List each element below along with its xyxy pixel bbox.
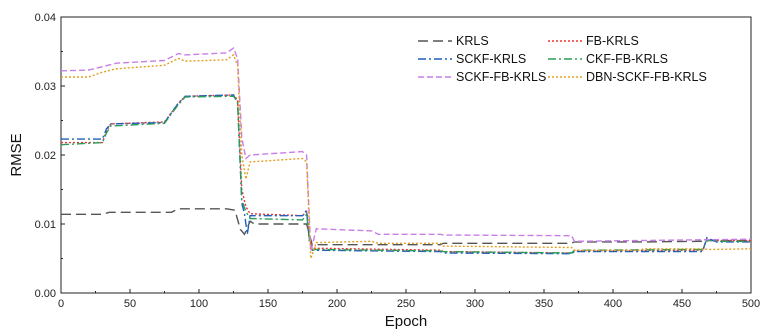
legend-label: CKF-FB-KRLS [586,52,668,66]
series-line-dbn-sckf-fb-krls [61,53,752,259]
series-line-fb-krls [61,94,751,254]
ticks-layer: 0 50 100 150 200 250 300 350 400 450 500 0.00 0.01 0.… [35,12,761,310]
legend-label: SCKF-FB-KRLS [456,70,546,84]
y-axis-title: RMSE [8,133,25,176]
x-tick-label: 0 [58,298,64,310]
series-layer [60,47,752,259]
x-axis-title: Epoch [385,313,428,330]
legend-label: FB-KRLS [586,34,639,48]
legend-label: SCKF-KRLS [456,52,526,66]
y-tick-label: 0.04 [35,12,56,24]
x-tick-label: 150 [259,298,277,310]
legend-label: DBN-SCKF-FB-KRLS [586,70,707,84]
x-tick-label: 100 [190,298,208,310]
x-tick-label: 300 [466,298,484,310]
y-tick-label: 0.03 [35,81,56,93]
series-line-sckf-fb-krls [60,47,752,252]
x-tick-label: 250 [397,298,415,310]
y-tick-label: 0.02 [35,150,56,162]
series-line-ckf-fb-krls [60,95,751,254]
x-tick-label: 350 [535,298,553,310]
x-tick-label: 50 [124,298,136,310]
x-tick-label: 450 [673,298,691,310]
legend-label: KRLS [456,34,489,48]
x-tick-label: 200 [328,298,346,310]
x-tick-label: 500 [742,298,760,310]
x-tick-label: 400 [604,298,622,310]
series-line-sckf-krls [61,94,751,255]
y-tick-label: 0.00 [35,288,56,300]
series-line-krls [61,208,751,246]
legend: KRLS FB-KRLS SCKF-KRLS CKF-FB-KRLS SCKF-FB-K… [418,34,707,84]
y-tick-label: 0.01 [35,219,56,231]
